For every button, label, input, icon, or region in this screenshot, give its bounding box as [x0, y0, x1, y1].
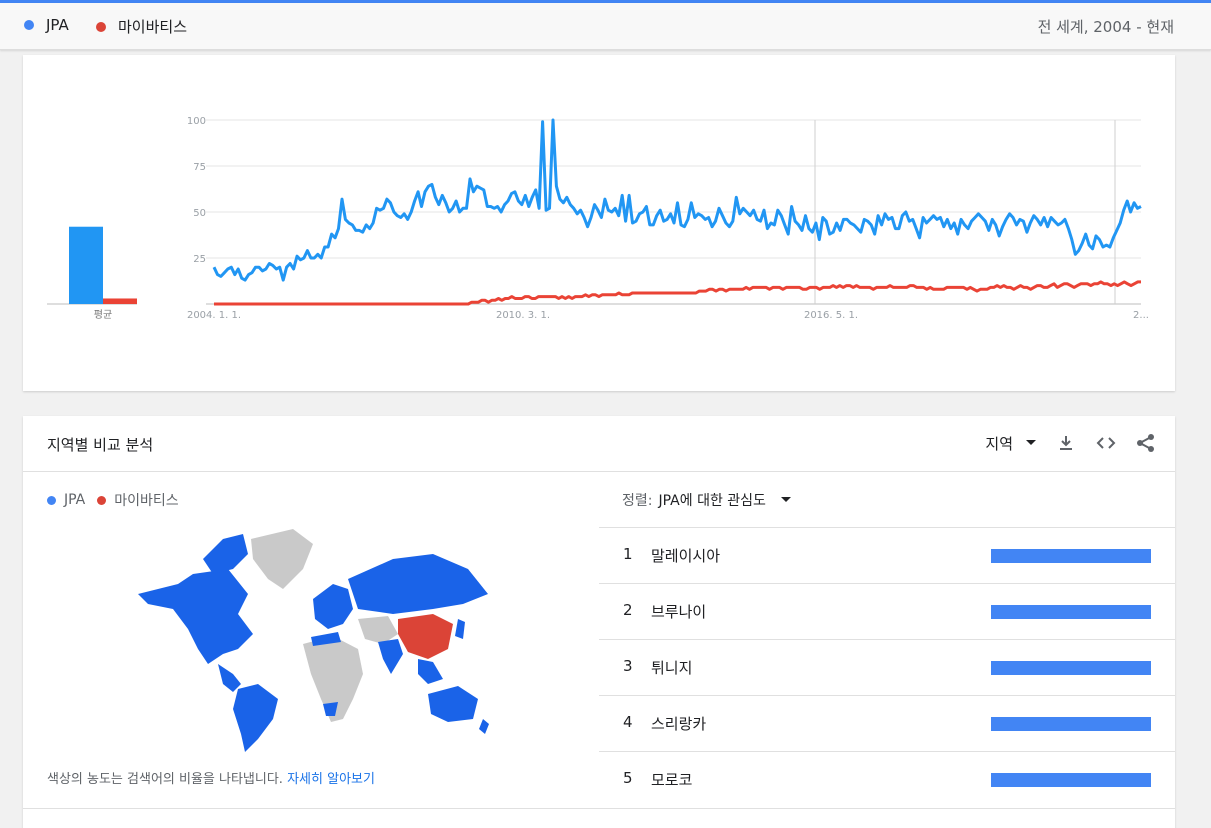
- interest-bar: [991, 549, 1151, 563]
- average-bar: [103, 298, 137, 304]
- regional-comparison-card: 지역별 비교 분석 지역 JPA 마이바티스: [23, 416, 1175, 828]
- y-tick-label: 100: [187, 116, 206, 127]
- learn-more-link[interactable]: 자세히 알아보기: [287, 772, 375, 787]
- map-region-greenland[interactable]: [251, 529, 313, 589]
- share-icon[interactable]: [1135, 432, 1157, 454]
- region-ranking-list: 1 말레이시아 2 브루나이 3 튀니지 4 스리랑카 5 모로코: [599, 527, 1175, 807]
- map-region-central-america[interactable]: [218, 664, 241, 692]
- average-bars: [47, 226, 137, 305]
- region-name: 스리랑카: [651, 715, 707, 733]
- interest-bar-fill: [991, 605, 1151, 619]
- map-note: 색상의 농도는 검색어의 비율을 나타냅니다. 자세히 알아보기: [47, 768, 375, 787]
- map-region-north-america[interactable]: [138, 569, 253, 664]
- rank-number: 2: [623, 601, 633, 619]
- list-item[interactable]: 4 스리랑카: [599, 695, 1175, 751]
- sort-control[interactable]: 정렬: JPA에 대한 관심도: [622, 490, 792, 510]
- sort-label: 정렬:: [622, 493, 653, 509]
- map-region-russia[interactable]: [348, 554, 488, 614]
- list-item[interactable]: 3 튀니지: [599, 639, 1175, 695]
- chart-grid: [206, 119, 1141, 305]
- legend-label-jpa: JPA: [46, 16, 69, 34]
- map-region-north-africa[interactable]: [311, 632, 341, 646]
- embed-code-icon[interactable]: [1095, 432, 1117, 454]
- map-region-india[interactable]: [378, 639, 403, 674]
- section-title: 지역별 비교 분석: [47, 436, 154, 454]
- axis-labels: 100 75 50 25 2004. 1. 1. 2010. 3. 1. 2016. 5. …: [94, 116, 1149, 321]
- rank-number: 3: [623, 657, 633, 675]
- map-region-new-zealand[interactable]: [479, 719, 489, 734]
- world-map[interactable]: [133, 524, 493, 754]
- interest-over-time-chart: 100 75 50 25 2004. 1. 1. 2010. 3. 1. 2016. 5. …: [47, 116, 1149, 321]
- x-tick-label: 2010. 3. 1.: [496, 310, 550, 321]
- region-name: 모로코: [651, 771, 693, 789]
- list-item[interactable]: 2 브루나이: [599, 583, 1175, 639]
- map-region-southeast-asia[interactable]: [418, 659, 443, 684]
- map-region-south-america[interactable]: [233, 684, 278, 752]
- jpa-dot-icon: [24, 20, 34, 30]
- region-name: 튀니지: [651, 659, 693, 677]
- download-icon[interactable]: [1055, 432, 1077, 454]
- x-tick-label: 2016. 5. 1.: [804, 310, 858, 321]
- mybatis-dot-icon: [96, 21, 106, 32]
- scope-label[interactable]: 전 세계, 2004 - 현재: [1037, 18, 1174, 36]
- map-region-australia[interactable]: [428, 686, 478, 722]
- map-legend: JPA 마이바티스: [47, 490, 179, 510]
- series-lines: [212, 118, 1142, 306]
- map-note-text: 색상의 농도는 검색어의 비율을 나타냅니다.: [47, 772, 283, 787]
- legend-label-mybatis: 마이바티스: [118, 18, 188, 36]
- mybatis-dot-icon: [97, 495, 107, 505]
- interest-bar-fill: [991, 661, 1151, 675]
- interest-bar-fill: [991, 549, 1151, 563]
- comparison-legend-bar: JPA 마이바티스 전 세계, 2004 - 현재: [0, 3, 1211, 50]
- jpa-dot-icon: [47, 495, 56, 505]
- dropdown-arrow-icon: [1026, 440, 1036, 445]
- card-toolbar: 지역: [985, 432, 1157, 454]
- map-region-africa[interactable]: [303, 636, 363, 722]
- sort-value: JPA에 대한 관심도: [658, 493, 766, 509]
- interest-over-time-card: 100 75 50 25 2004. 1. 1. 2010. 3. 1. 2016. 5. …: [23, 55, 1175, 391]
- interest-bar: [991, 773, 1151, 787]
- region-dropdown-label: 지역: [985, 434, 1013, 453]
- interest-bar: [991, 717, 1151, 731]
- series-line: [212, 118, 1142, 282]
- list-item[interactable]: 1 말레이시아: [599, 527, 1175, 583]
- average-bar: [69, 226, 103, 304]
- interest-bar: [991, 605, 1151, 619]
- list-item[interactable]: 5 모로코: [599, 751, 1175, 807]
- map-region-europe[interactable]: [313, 584, 353, 629]
- rank-number: 5: [623, 769, 633, 787]
- rank-number: 1: [623, 545, 633, 563]
- region-dropdown[interactable]: 지역: [985, 433, 1037, 454]
- x-tick-label: 2...: [1133, 310, 1149, 321]
- map-legend-mybatis: 마이바티스: [114, 493, 179, 509]
- sort-dropdown-arrow-icon: [780, 497, 791, 502]
- interest-bar: [991, 661, 1151, 675]
- y-tick-label: 75: [193, 162, 206, 173]
- map-legend-jpa: JPA: [64, 492, 86, 508]
- legend-item-jpa[interactable]: JPA: [24, 16, 69, 34]
- map-region-china[interactable]: [398, 614, 453, 659]
- y-tick-label: 50: [193, 208, 206, 219]
- interest-bar-fill: [991, 717, 1151, 731]
- map-region-central-asia[interactable]: [358, 616, 398, 644]
- y-tick-label: 25: [193, 254, 206, 265]
- rank-number: 4: [623, 713, 633, 731]
- region-name: 브루나이: [651, 603, 707, 621]
- map-region-japan[interactable]: [455, 619, 465, 639]
- interest-bar-fill: [991, 773, 1151, 787]
- header-divider: [23, 471, 1175, 472]
- average-label: 평균: [94, 309, 112, 321]
- top-accent-line: [0, 0, 1211, 3]
- series-line: [214, 280, 1141, 306]
- bottom-divider: [23, 808, 1175, 809]
- map-region-arctic-canada[interactable]: [203, 534, 248, 574]
- x-tick-label: 2004. 1. 1.: [187, 310, 241, 321]
- region-name: 말레이시아: [651, 547, 721, 565]
- map-region-south-africa[interactable]: [323, 702, 338, 716]
- legend-item-mybatis[interactable]: 마이바티스: [96, 16, 187, 37]
